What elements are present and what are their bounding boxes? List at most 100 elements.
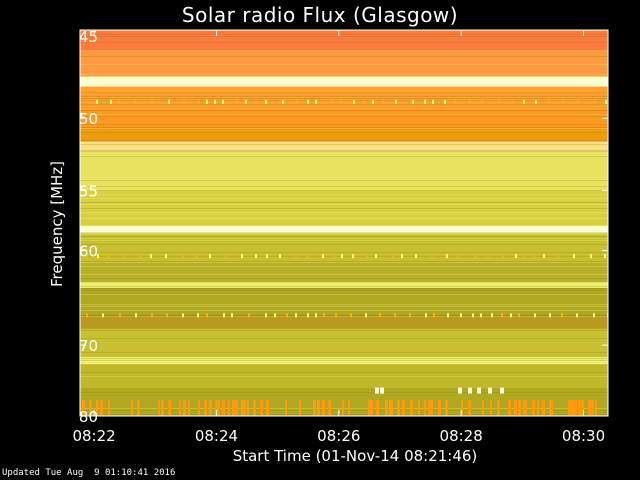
- noise-line: [80, 294, 608, 295]
- interference-dot: [134, 100, 136, 104]
- interference-dot: [265, 313, 267, 317]
- interference-dot: [605, 100, 607, 104]
- interference-dot: [266, 254, 268, 258]
- burst-strip: [328, 400, 331, 416]
- burst-strip: [402, 400, 405, 416]
- interference-dot: [307, 100, 309, 104]
- interference-dot: [340, 100, 342, 104]
- interference-dot: [604, 254, 606, 258]
- noise-line: [80, 92, 608, 93]
- band-14: [80, 315, 608, 328]
- interference-dot: [197, 313, 199, 317]
- interference-dot: [481, 100, 483, 104]
- interference-dot: [255, 100, 257, 104]
- interference-dot: [198, 100, 200, 104]
- noise-line: [80, 358, 608, 359]
- interference-dot: [274, 313, 276, 317]
- noise-line: [80, 186, 608, 187]
- interference-dot: [151, 100, 153, 104]
- burst-strip: [158, 400, 160, 416]
- interference-dot: [501, 313, 503, 317]
- burst-strip: [244, 400, 246, 416]
- burst-strip: [532, 400, 535, 416]
- interference-dot: [135, 313, 137, 317]
- interference-dot: [352, 254, 354, 258]
- burst-strip: [410, 400, 413, 416]
- interference-dot: [412, 100, 414, 104]
- interference-dot: [245, 100, 247, 104]
- burst-strip: [591, 400, 594, 416]
- interference-dot: [392, 254, 394, 258]
- interference-dot: [110, 100, 112, 104]
- y-tick-label: 55: [79, 182, 98, 200]
- noise-line: [80, 274, 608, 275]
- band-4: [80, 110, 608, 127]
- interference-dot: [108, 254, 110, 258]
- interference-dot: [474, 254, 476, 258]
- noise-line: [80, 56, 608, 57]
- interference-dot: [118, 100, 120, 104]
- interference-dot: [491, 313, 493, 317]
- burst-strip: [551, 400, 553, 416]
- interference-dot: [296, 100, 298, 104]
- interference-dot: [307, 313, 309, 317]
- interference-dot: [102, 313, 104, 317]
- interference-dot: [401, 254, 403, 258]
- interference-dot: [577, 100, 579, 104]
- burst-strip: [445, 400, 448, 416]
- burst-strip: [322, 400, 325, 416]
- interference-dot: [248, 313, 250, 317]
- burst-strip: [389, 400, 391, 416]
- interference-dot: [315, 100, 317, 104]
- noise-line: [80, 208, 608, 209]
- interference-dot: [472, 313, 474, 317]
- spectrogram-plot-area: [80, 30, 609, 416]
- noise-line: [80, 36, 608, 37]
- noise-line: [80, 64, 608, 65]
- interference-dot: [561, 313, 563, 317]
- burst-strip: [508, 400, 511, 416]
- noise-line: [80, 42, 608, 43]
- noise-line: [80, 288, 608, 289]
- band-13: [80, 288, 608, 315]
- burst-strip: [490, 400, 492, 416]
- interference-dot: [447, 313, 449, 317]
- band-12: [80, 282, 608, 288]
- bright-spot: [458, 388, 462, 394]
- burst-strip: [222, 400, 225, 416]
- interference-dot: [353, 100, 355, 104]
- noise-line: [80, 96, 608, 97]
- bright-spot: [375, 388, 379, 394]
- interference-dot: [223, 313, 225, 317]
- interference-dot: [209, 254, 211, 258]
- noise-line: [80, 372, 608, 373]
- interference-dot: [96, 100, 98, 104]
- y-tick-label: 45: [79, 28, 98, 46]
- burst-strip: [228, 400, 230, 416]
- interference-dot: [518, 313, 520, 317]
- interference-dot: [469, 100, 471, 104]
- interference-dot: [548, 100, 550, 104]
- burst-strip: [518, 400, 521, 416]
- noise-line: [80, 218, 608, 219]
- interference-dot: [523, 100, 525, 104]
- interference-dot: [206, 100, 208, 104]
- interference-dot: [166, 313, 168, 317]
- burst-strip: [317, 400, 320, 416]
- noise-line: [80, 236, 608, 237]
- interference-dot: [457, 254, 459, 258]
- noise-line: [80, 252, 608, 253]
- burst-strip: [342, 400, 344, 416]
- interference-dot: [341, 254, 343, 258]
- burst-strip: [438, 400, 441, 416]
- interference-dot: [119, 313, 121, 317]
- bright-line: [80, 80, 608, 84]
- noise-line: [80, 278, 608, 279]
- noise-line: [80, 262, 608, 263]
- interference-dot: [433, 313, 435, 317]
- interference-dot: [395, 100, 397, 104]
- burst-strip: [428, 400, 431, 416]
- interference-dot: [323, 313, 325, 317]
- burst-strip: [385, 400, 388, 416]
- burst-strip: [376, 400, 379, 416]
